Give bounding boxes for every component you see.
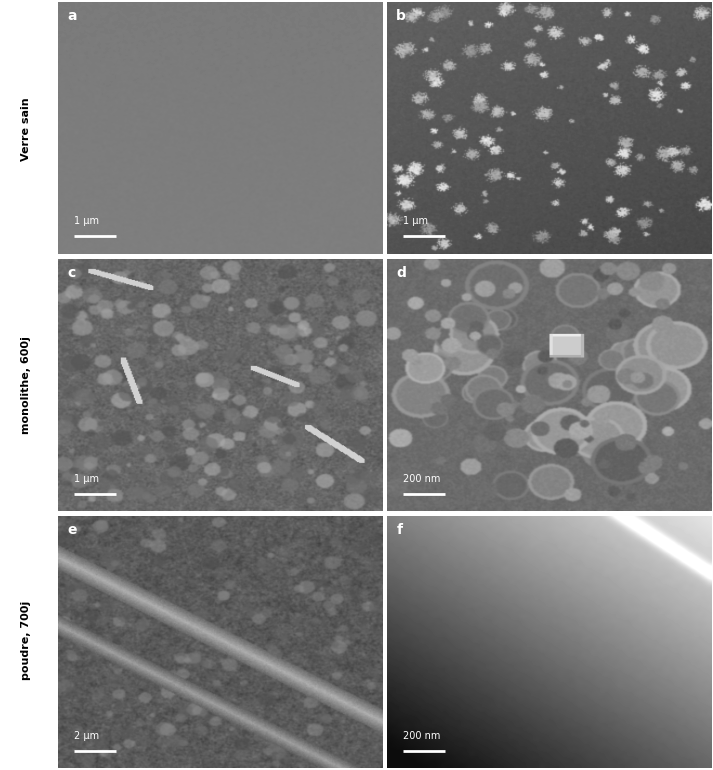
- Text: c: c: [68, 266, 76, 280]
- Text: d: d: [396, 266, 406, 280]
- Text: 1 μm: 1 μm: [74, 474, 99, 484]
- Text: 2 μm: 2 μm: [74, 731, 99, 741]
- Text: 200 nm: 200 nm: [403, 731, 440, 741]
- Text: b: b: [396, 9, 406, 23]
- Text: monolithe, 600j: monolithe, 600j: [21, 336, 31, 434]
- Text: 1 μm: 1 μm: [74, 216, 99, 226]
- Text: e: e: [68, 524, 77, 537]
- Text: Verre sain: Verre sain: [21, 98, 31, 161]
- Text: f: f: [396, 524, 402, 537]
- Text: 200 nm: 200 nm: [403, 474, 440, 484]
- Text: poudre, 700j: poudre, 700j: [21, 601, 31, 680]
- Text: a: a: [68, 9, 77, 23]
- Text: 1 μm: 1 μm: [403, 216, 428, 226]
